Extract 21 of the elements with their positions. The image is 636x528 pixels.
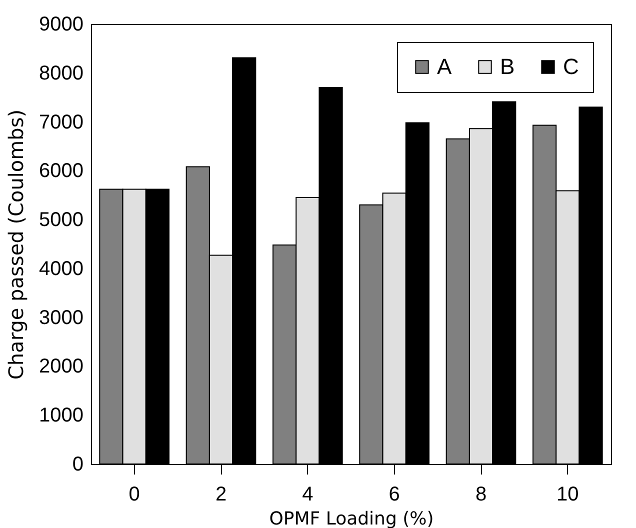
x-tick-label: 8: [475, 484, 487, 506]
x-tick-label: 10: [556, 484, 579, 506]
y-tick-label: 7000: [39, 111, 84, 134]
y-tick-label: 2000: [39, 356, 84, 378]
legend-label: C: [563, 54, 579, 79]
y-tick-label: 6000: [39, 160, 84, 182]
x-tick-label: 6: [388, 484, 400, 506]
y-tick-label: 8000: [39, 62, 84, 84]
x-tick-label: 0: [128, 484, 140, 506]
x-axis-title: OPMF Loading (%): [269, 508, 434, 528]
y-tick-label: 5000: [39, 209, 84, 232]
y-tick-label: 4000: [39, 258, 84, 280]
y-tick-label: 0: [72, 454, 84, 476]
y-tick-label: 3000: [39, 306, 84, 329]
legend-label: A: [437, 54, 452, 79]
x-tick-label: 4: [302, 484, 314, 506]
y-axis-title: Charge passed (Coulombs): [4, 109, 28, 380]
legend-label: B: [500, 54, 515, 79]
x-tick-label: 2: [215, 484, 227, 506]
y-tick-label: 1000: [39, 404, 84, 427]
y-tick-label: 9000: [39, 14, 84, 36]
